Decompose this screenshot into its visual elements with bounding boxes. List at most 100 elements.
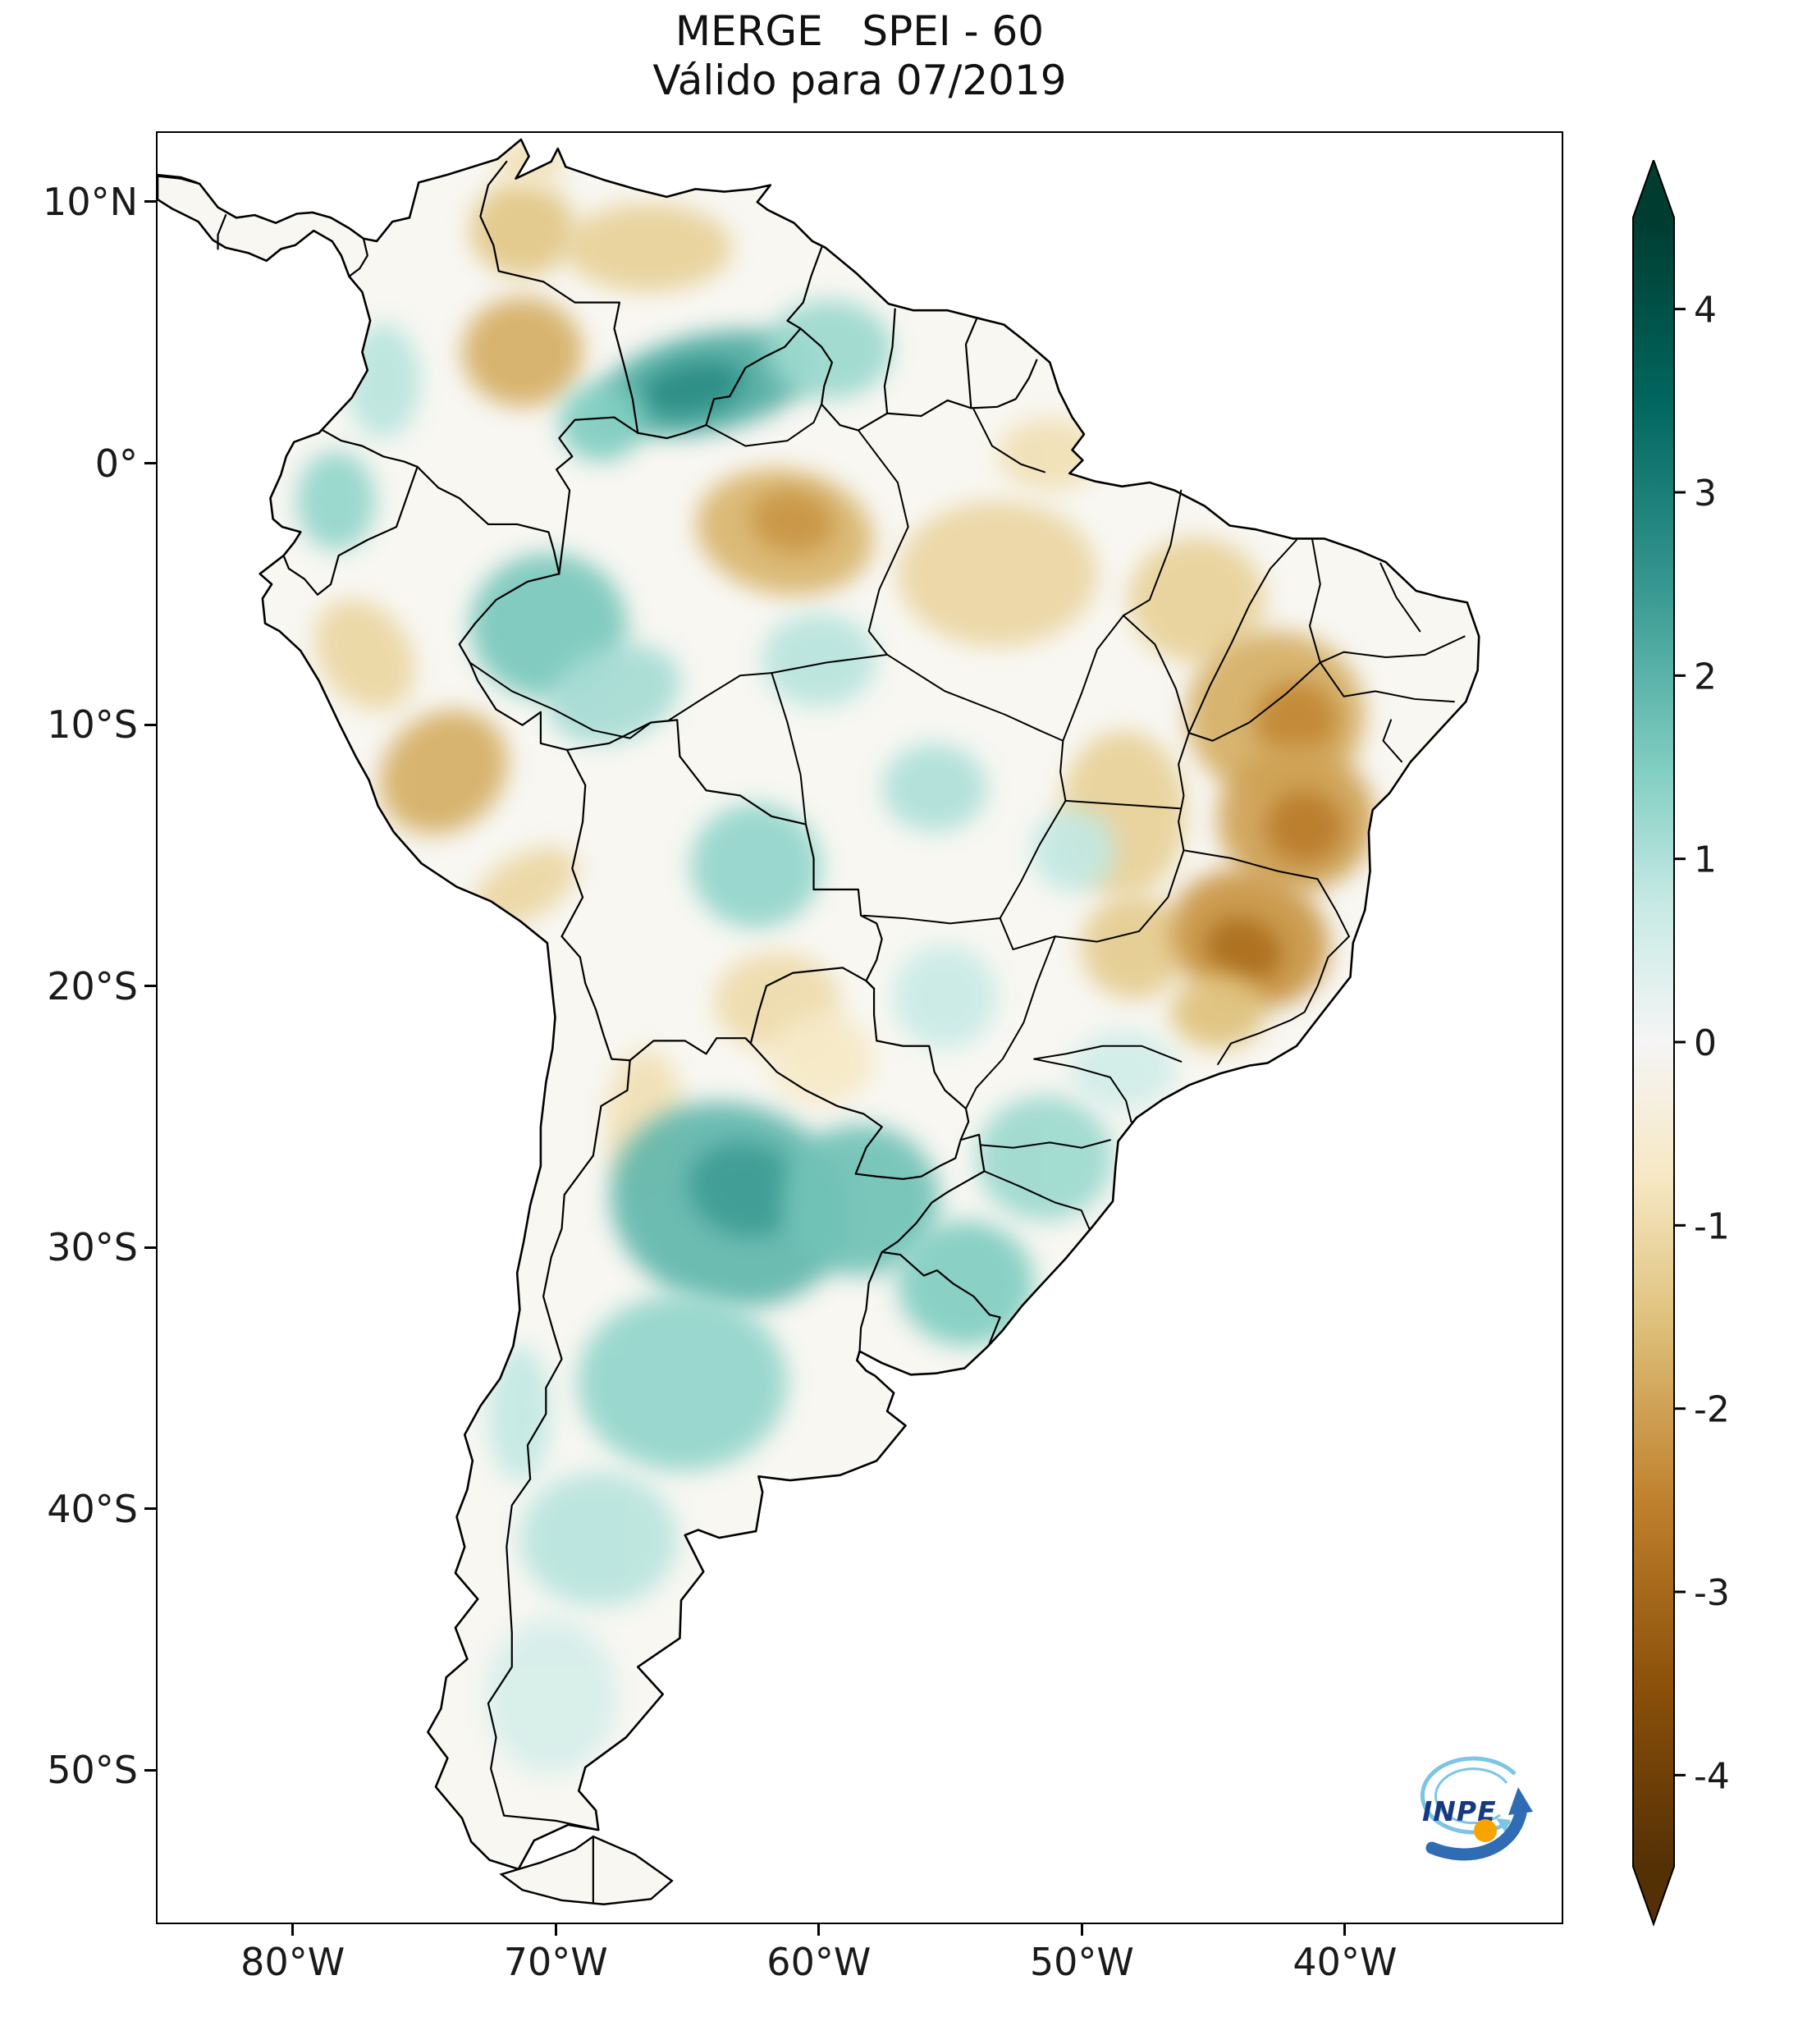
state-border-line xyxy=(1178,732,1190,852)
y-tick-label: 40°S xyxy=(47,1486,138,1531)
country-border-line xyxy=(348,237,368,277)
inpe-swirl-inner-icon xyxy=(1434,1767,1508,1825)
country-border-line xyxy=(858,1251,883,1352)
country-border-line xyxy=(872,987,970,1141)
y-tick-label: 30°S xyxy=(47,1225,138,1270)
state-border-line xyxy=(668,672,773,721)
colorbar-tick-label: 1 xyxy=(1694,839,1717,881)
spei-anomaly-patch xyxy=(559,383,643,462)
country-border-line xyxy=(560,748,587,938)
y-tick-mark xyxy=(144,985,156,988)
country-border-line xyxy=(416,465,560,575)
spei-anomaly-patch xyxy=(519,1471,678,1607)
y-tick-label: 10°N xyxy=(43,179,138,224)
inpe-swirl-arrowhead-icon xyxy=(1496,1818,1511,1832)
spei-anomaly-patch xyxy=(688,1141,803,1237)
x-tick-label: 70°W xyxy=(503,1940,608,1984)
state-border-line xyxy=(771,672,807,825)
country-border-line xyxy=(970,359,1038,409)
state-border-line xyxy=(1187,538,1297,734)
state-border-line xyxy=(1059,615,1124,802)
state-border-line xyxy=(983,1170,1091,1230)
state-border-line xyxy=(1122,489,1183,617)
x-tick-label: 40°W xyxy=(1292,1940,1398,1984)
state-border-line xyxy=(981,1139,1111,1149)
y-tick-mark xyxy=(144,200,156,203)
country-border-line xyxy=(487,1059,631,1831)
state-border-line xyxy=(1122,615,1190,734)
y-tick-label: 50°S xyxy=(47,1748,138,1793)
spei-anomaly-patch xyxy=(1081,894,1187,999)
state-border-line xyxy=(1309,538,1321,664)
country-border-line xyxy=(786,246,823,330)
state-border-line xyxy=(1290,935,1350,1021)
country-border-line xyxy=(881,1133,986,1253)
spei-anomaly-patch xyxy=(469,182,575,277)
y-tick-label: 0° xyxy=(94,441,138,486)
inpe-logo: INPE xyxy=(1420,1756,1533,1861)
state-borders-layer xyxy=(469,403,1466,1230)
spei-anomaly-patch xyxy=(485,1616,617,1774)
spei-anomaly-patch xyxy=(379,710,508,835)
country-border-line xyxy=(886,399,972,418)
country-border-line xyxy=(458,573,569,752)
spei-anomaly-patch xyxy=(976,1095,1114,1221)
country-border-line xyxy=(883,308,896,414)
y-tick-mark xyxy=(144,723,156,726)
country-border-line xyxy=(629,1037,752,1062)
spei-anomaly-patch xyxy=(690,803,822,929)
coastline xyxy=(158,138,1480,1871)
state-border-line xyxy=(862,914,1001,925)
spei-anomaly-patch xyxy=(782,1124,940,1276)
state-border-line xyxy=(857,429,909,656)
spei-anomaly-patch xyxy=(1254,680,1339,760)
state-border-line xyxy=(771,653,1064,742)
spei-anomaly-patch xyxy=(462,297,583,407)
colorbar-tick-label: 4 xyxy=(1694,290,1717,332)
y-tick-mark xyxy=(144,462,156,464)
country-border-line xyxy=(479,160,639,434)
colorbar: 4 3 2 1 0 -1 -2 -3 -4 xyxy=(1632,160,1730,1927)
state-border-line xyxy=(705,403,823,447)
spei-anomaly-patch xyxy=(881,743,987,833)
spei-anomaly-patch xyxy=(314,599,415,711)
y-tick-label: 10°S xyxy=(47,702,138,748)
state-border-line xyxy=(1319,635,1466,664)
x-tick-mark xyxy=(817,1924,821,1936)
spei-anomaly-patch xyxy=(487,1346,551,1482)
colorbar-tick-label: -4 xyxy=(1694,1755,1730,1797)
state-border-line xyxy=(1064,799,1183,810)
country-border-line xyxy=(637,327,802,440)
spei-anomaly-patch xyxy=(766,300,893,400)
island-landmass xyxy=(501,1836,672,1905)
x-tick-mark xyxy=(291,1924,295,1936)
state-border-line xyxy=(1382,719,1402,763)
spei-raster-layer xyxy=(296,139,1375,1774)
x-tick-label: 50°W xyxy=(1029,1940,1134,1984)
spei-anomaly-patch xyxy=(547,643,681,744)
country-border-line xyxy=(799,327,889,432)
spei-anomaly-patch xyxy=(564,203,733,292)
colorbar-gradient-bar xyxy=(1633,217,1674,1867)
colorbar-tick-label: 3 xyxy=(1694,473,1717,514)
colorbar-lower-arrow xyxy=(1633,1867,1674,1924)
spei-anomaly-patch xyxy=(346,323,420,439)
spei-anomaly-patch xyxy=(897,1220,1035,1347)
state-border-line xyxy=(1033,1058,1132,1123)
colorbar-tick-label: 2 xyxy=(1694,656,1717,697)
spei-anomaly-patch xyxy=(641,360,745,417)
colorbar-tick-label: 0 xyxy=(1694,1022,1717,1064)
y-tick-mark xyxy=(144,1246,156,1249)
island-coastline xyxy=(499,1835,674,1905)
country-border-line xyxy=(560,935,631,1062)
country-border-line xyxy=(881,1251,1001,1345)
country-border-line xyxy=(322,429,419,469)
state-border-line xyxy=(469,661,652,739)
spei-anomaly-patch xyxy=(1206,917,1283,982)
state-border-line xyxy=(964,935,1056,1110)
state-border-line xyxy=(1319,661,1455,703)
spei-anomaly-patch xyxy=(751,490,835,554)
map-frame xyxy=(156,131,1563,1924)
inpe-arrow-icon xyxy=(1425,1807,1527,1861)
spei-anomaly-patch xyxy=(1265,790,1344,864)
